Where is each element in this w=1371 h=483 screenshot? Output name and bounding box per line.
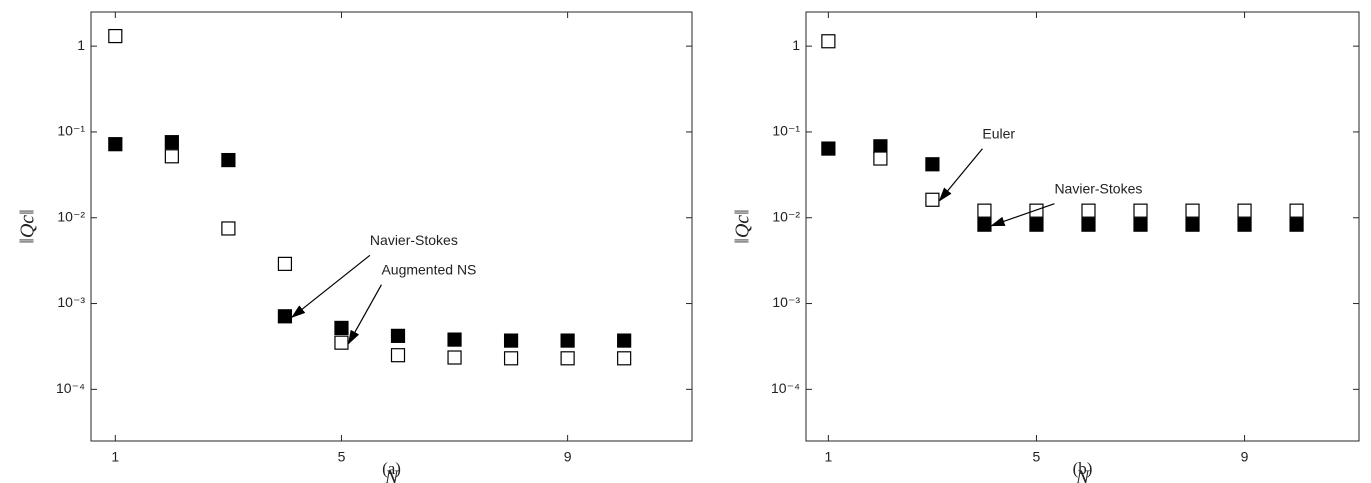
plot-frame bbox=[805, 11, 1360, 442]
filled-square bbox=[1237, 217, 1252, 232]
filled-square bbox=[1029, 217, 1044, 232]
x-axis-label: N bbox=[1075, 467, 1091, 483]
plot-frame bbox=[90, 11, 693, 442]
filled-square bbox=[503, 333, 519, 348]
annotation-arrow bbox=[347, 284, 382, 345]
caption: (b) bbox=[1073, 459, 1093, 478]
open-square bbox=[108, 28, 123, 44]
y-tick-label: 10⁻³ bbox=[57, 294, 85, 310]
y-tick-label: 10⁻² bbox=[57, 208, 85, 224]
filled-square bbox=[221, 152, 236, 168]
x-tick-label: 1 bbox=[111, 449, 119, 465]
x-axis-label: N bbox=[384, 467, 400, 483]
filled-square bbox=[390, 328, 406, 343]
y-tick-label: 10⁻² bbox=[772, 208, 800, 224]
x-tick-label: 5 bbox=[338, 449, 346, 465]
open-square bbox=[1029, 203, 1044, 218]
filled-square bbox=[277, 309, 293, 324]
y-tick-label: 10⁻⁴ bbox=[56, 380, 85, 396]
filled-square bbox=[873, 139, 888, 154]
filled-square bbox=[164, 135, 179, 150]
open-square bbox=[277, 256, 293, 271]
y-tick-label: 1 bbox=[792, 37, 800, 53]
y-tick-label: 10⁻¹ bbox=[772, 123, 800, 139]
y-axis-label: ‖Qc‖ bbox=[732, 209, 754, 244]
open-square bbox=[821, 34, 836, 49]
x-tick-label: 1 bbox=[824, 449, 832, 465]
annotation: Navier-Stokes bbox=[1054, 180, 1142, 196]
open-square bbox=[1185, 203, 1200, 218]
filled-square bbox=[821, 141, 836, 156]
caption: (a) bbox=[382, 459, 401, 478]
x-tick-label: 9 bbox=[1241, 449, 1249, 465]
open-square bbox=[334, 335, 349, 350]
filled-square bbox=[977, 217, 992, 232]
open-square bbox=[560, 351, 575, 366]
open-square bbox=[164, 149, 179, 164]
open-square bbox=[221, 221, 236, 236]
annotation-arrow bbox=[290, 254, 371, 319]
y-tick-label: 10⁻⁴ bbox=[771, 380, 800, 396]
y-axis-label: ‖Qc‖ bbox=[17, 209, 39, 244]
open-square bbox=[390, 348, 406, 363]
filled-square bbox=[925, 157, 940, 172]
open-square bbox=[977, 203, 992, 218]
filled-square bbox=[447, 332, 462, 347]
filled-square bbox=[1289, 217, 1304, 232]
open-square bbox=[617, 351, 632, 366]
y-tick-label: 10⁻¹ bbox=[57, 123, 85, 139]
open-square bbox=[1237, 203, 1252, 218]
open-square bbox=[1081, 203, 1096, 218]
open-square bbox=[873, 151, 888, 166]
filled-square bbox=[1133, 217, 1148, 232]
y-tick-label: 10⁻³ bbox=[772, 294, 800, 310]
filled-square bbox=[1081, 217, 1096, 232]
open-square bbox=[1133, 203, 1148, 218]
annotation: Euler bbox=[982, 125, 1015, 141]
open-square bbox=[925, 192, 940, 207]
filled-square bbox=[560, 333, 575, 348]
x-tick-label: 5 bbox=[1033, 449, 1041, 465]
y-tick-label: 1 bbox=[77, 37, 85, 53]
open-square bbox=[447, 350, 462, 365]
annotation: Navier-Stokes bbox=[370, 232, 458, 248]
filled-square bbox=[617, 333, 632, 348]
annotation: Augmented NS bbox=[381, 261, 476, 277]
open-square bbox=[503, 351, 519, 366]
annotation-arrow bbox=[990, 203, 1055, 227]
open-square bbox=[1289, 203, 1304, 218]
x-tick-label: 9 bbox=[564, 449, 572, 465]
filled-square bbox=[108, 137, 123, 152]
filled-square bbox=[1185, 217, 1200, 232]
filled-square bbox=[334, 320, 349, 336]
annotation-arrow bbox=[938, 148, 983, 202]
